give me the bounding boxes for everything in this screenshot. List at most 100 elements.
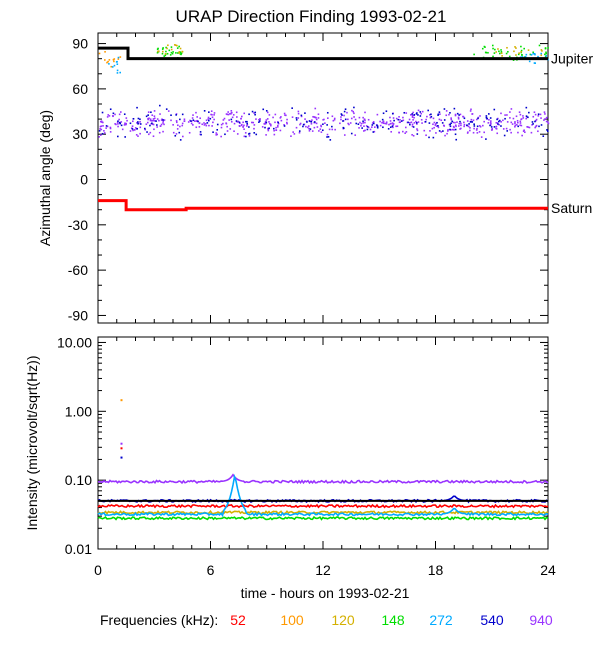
data-point: [491, 44, 494, 47]
data-point: [521, 54, 523, 56]
data-point: [326, 136, 328, 138]
data-point: [493, 108, 496, 111]
data-point: [99, 134, 102, 136]
data-point: [327, 136, 330, 138]
data-point: [211, 125, 213, 127]
data-point: [196, 116, 198, 118]
data-point: [460, 124, 462, 127]
data-point: [153, 110, 156, 112]
data-point: [153, 119, 155, 122]
data-point: [156, 51, 159, 54]
data-point: [236, 133, 239, 135]
data-point: [220, 123, 223, 126]
data-point: [293, 133, 296, 135]
data-point: [222, 122, 224, 125]
data-point: [235, 120, 238, 122]
data-point: [413, 114, 416, 116]
data-point: [113, 64, 116, 67]
data-point: [512, 117, 515, 120]
data-point: [134, 127, 137, 129]
data-point: [490, 129, 493, 131]
data-point: [177, 52, 179, 54]
data-point: [485, 51, 488, 54]
data-point: [199, 117, 201, 120]
data-point: [545, 117, 548, 120]
data-point: [545, 52, 547, 55]
y-tick-label: 60: [72, 81, 88, 97]
data-point: [179, 139, 182, 141]
saturn-line: [98, 199, 548, 212]
data-point: [265, 134, 267, 136]
data-point: [244, 132, 247, 134]
data-point: [292, 131, 294, 133]
data-point: [428, 122, 431, 124]
data-point: [311, 130, 314, 132]
jupiter-label: Jupiter: [551, 51, 593, 67]
data-point: [195, 120, 198, 122]
data-point: [151, 119, 154, 122]
data-point: [295, 117, 298, 119]
data-point: [230, 111, 233, 114]
data-point: [105, 127, 107, 129]
data-point: [166, 52, 169, 55]
data-point: [179, 125, 181, 128]
data-point: [492, 55, 494, 58]
data-point: [521, 134, 523, 137]
data-point: [454, 121, 456, 124]
legend-item-120: 120: [331, 612, 355, 628]
data-point: [440, 119, 443, 122]
data-point: [151, 114, 154, 116]
data-point: [164, 53, 167, 55]
data-point: [344, 118, 347, 121]
data-point: [402, 119, 405, 122]
legend-item-100: 100: [280, 612, 304, 628]
data-point: [153, 117, 156, 120]
x-tick-label: 12: [315, 562, 331, 578]
data-point: [473, 123, 475, 126]
data-point: [236, 116, 238, 118]
data-point: [411, 116, 414, 118]
data-point: [99, 125, 102, 128]
data-point: [175, 52, 177, 54]
data-point: [459, 113, 462, 116]
data-point: [439, 113, 441, 115]
data-point: [532, 123, 534, 125]
data-point: [340, 113, 343, 115]
data-point: [246, 122, 248, 125]
data-point: [181, 50, 184, 53]
data-point: [543, 111, 546, 113]
data-point: [407, 121, 409, 124]
data-point: [364, 129, 366, 132]
data-point: [515, 123, 518, 126]
data-point: [207, 119, 210, 122]
data-point: [528, 111, 530, 114]
data-point: [246, 123, 249, 126]
data-point: [542, 135, 545, 137]
data-point: [171, 52, 174, 55]
data-point: [213, 118, 215, 121]
data-point: [363, 125, 365, 127]
data-point: [159, 125, 162, 127]
data-point: [98, 52, 101, 55]
data-point: [225, 122, 227, 124]
data-point: [139, 120, 141, 123]
data-point: [318, 130, 320, 132]
data-point: [505, 127, 508, 130]
data-point: [469, 121, 472, 123]
data-point: [547, 58, 549, 61]
data-point: [170, 46, 173, 48]
data-point: [150, 111, 152, 114]
data-point: [379, 120, 381, 123]
data-point: [385, 121, 388, 123]
data-point: [430, 113, 432, 116]
data-point: [520, 51, 522, 53]
data-point: [517, 53, 520, 56]
data-point: [246, 125, 248, 127]
data-point: [307, 125, 310, 127]
data-point: [188, 131, 191, 134]
data-point: [535, 125, 537, 128]
data-point: [467, 131, 469, 134]
data-point: [102, 125, 104, 127]
data-point: [199, 131, 202, 133]
data-point: [367, 126, 370, 129]
